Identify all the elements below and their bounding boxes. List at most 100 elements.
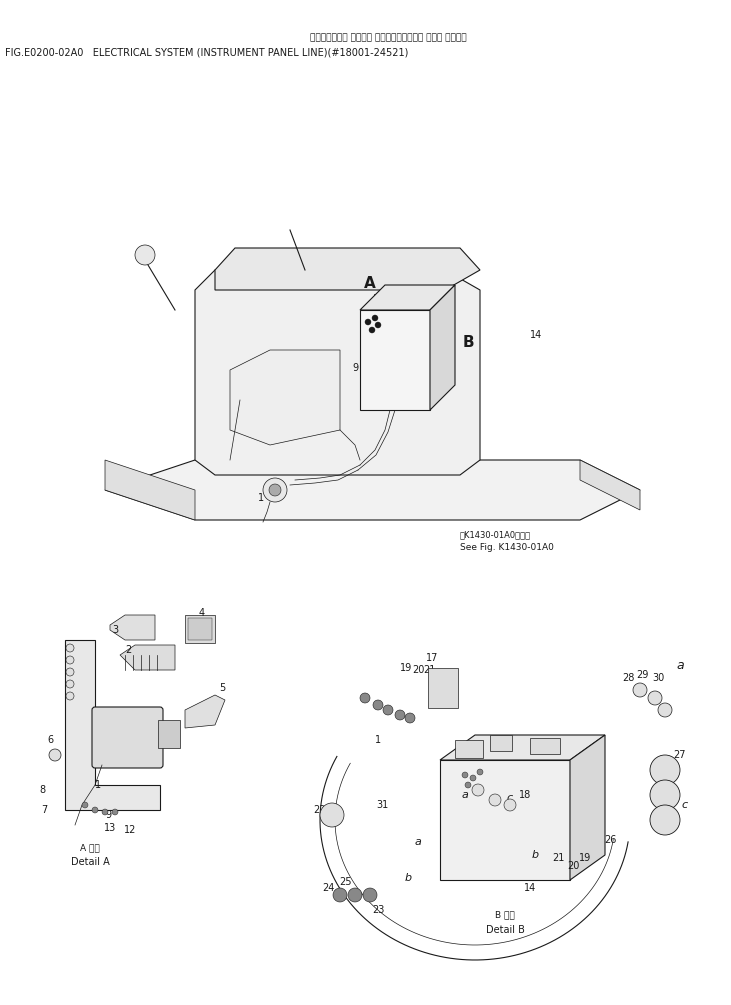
Text: 31: 31 (439, 690, 451, 700)
Circle shape (658, 704, 672, 717)
Text: 1: 1 (95, 780, 101, 790)
Circle shape (66, 692, 74, 700)
Polygon shape (230, 350, 340, 445)
Polygon shape (580, 460, 640, 510)
Circle shape (372, 315, 378, 321)
Text: 6: 6 (47, 735, 53, 745)
Text: 20: 20 (412, 665, 424, 675)
Circle shape (470, 775, 476, 781)
Text: c: c (507, 793, 513, 803)
Circle shape (395, 710, 405, 720)
Text: 10: 10 (395, 323, 407, 333)
Polygon shape (440, 735, 605, 760)
Text: 8: 8 (39, 785, 45, 795)
Polygon shape (360, 310, 430, 410)
Text: 30: 30 (652, 673, 664, 683)
Circle shape (66, 656, 74, 664)
Circle shape (633, 683, 647, 697)
Circle shape (92, 807, 98, 813)
Circle shape (269, 484, 281, 496)
Text: 27: 27 (674, 750, 686, 760)
Text: a: a (414, 837, 422, 847)
Circle shape (375, 322, 381, 328)
Text: 5: 5 (219, 683, 225, 693)
Text: 25: 25 (338, 877, 352, 887)
Circle shape (102, 809, 108, 815)
Polygon shape (65, 640, 160, 810)
Circle shape (650, 805, 680, 835)
Text: FIG.E0200-02A0   ELECTRICAL SYSTEM (INSTRUMENT PANEL LINE)(#18001-24521): FIG.E0200-02A0 ELECTRICAL SYSTEM (INSTRU… (5, 47, 409, 57)
Circle shape (373, 700, 383, 710)
Text: 4: 4 (199, 608, 205, 618)
Polygon shape (120, 645, 175, 670)
Bar (188, 618, 212, 640)
Text: 第K1430-01A0図参照: 第K1430-01A0図参照 (460, 531, 531, 540)
Text: 26: 26 (604, 835, 616, 845)
Bar (185, 615, 215, 643)
Text: 18: 18 (519, 790, 531, 800)
Circle shape (405, 713, 415, 723)
Circle shape (369, 327, 375, 333)
Text: 1: 1 (258, 493, 264, 502)
Text: c: c (682, 800, 688, 810)
Polygon shape (195, 270, 480, 475)
Text: 13: 13 (104, 823, 116, 833)
Polygon shape (105, 460, 195, 520)
Text: 13: 13 (403, 303, 415, 313)
FancyBboxPatch shape (92, 707, 163, 768)
Text: 16: 16 (386, 337, 398, 347)
Bar (428, 668, 458, 708)
Text: a: a (461, 790, 469, 800)
Text: B: B (462, 335, 474, 350)
Text: 17: 17 (426, 653, 438, 663)
Text: 21: 21 (552, 853, 564, 863)
Text: A 詳細: A 詳細 (80, 843, 100, 852)
Text: エレクトリカル システム （インスツルメント パネル ライン）: エレクトリカル システム （インスツルメント パネル ライン） (310, 33, 466, 42)
Circle shape (112, 809, 118, 815)
Text: a: a (676, 658, 683, 671)
Circle shape (348, 888, 362, 902)
Text: 1: 1 (375, 735, 381, 745)
Polygon shape (440, 760, 570, 880)
Polygon shape (360, 285, 455, 310)
Circle shape (66, 680, 74, 688)
Polygon shape (215, 248, 480, 290)
Text: 14: 14 (530, 330, 542, 340)
Polygon shape (110, 615, 155, 640)
Circle shape (333, 888, 347, 902)
Circle shape (66, 644, 74, 652)
Circle shape (650, 755, 680, 785)
Text: 24: 24 (322, 883, 334, 893)
Text: 28: 28 (622, 673, 635, 683)
Text: Detail A: Detail A (71, 857, 110, 867)
Text: 29: 29 (636, 670, 648, 680)
Text: b: b (404, 873, 412, 883)
Circle shape (465, 782, 471, 788)
Circle shape (504, 799, 516, 811)
Circle shape (363, 888, 377, 902)
Text: 21: 21 (423, 665, 435, 675)
Text: 2: 2 (125, 645, 131, 655)
Text: 9: 9 (105, 810, 111, 820)
Polygon shape (570, 735, 605, 880)
Bar (530, 738, 560, 754)
Circle shape (462, 772, 468, 778)
Text: b: b (531, 850, 539, 860)
Text: 9: 9 (352, 363, 358, 373)
Circle shape (320, 803, 344, 827)
Circle shape (477, 769, 483, 775)
Text: A: A (364, 275, 376, 290)
Text: 15: 15 (415, 318, 428, 328)
Circle shape (360, 693, 370, 703)
Circle shape (650, 780, 680, 810)
Bar (455, 740, 483, 758)
Circle shape (263, 478, 287, 502)
Text: 12: 12 (124, 825, 136, 835)
Text: 22: 22 (314, 805, 326, 815)
Circle shape (648, 691, 662, 705)
Circle shape (135, 245, 155, 265)
Circle shape (472, 784, 484, 796)
Text: 31: 31 (376, 800, 388, 810)
Text: 19: 19 (579, 853, 591, 863)
Polygon shape (430, 285, 455, 410)
